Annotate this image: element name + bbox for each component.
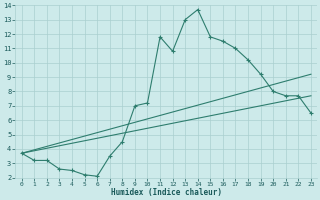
- X-axis label: Humidex (Indice chaleur): Humidex (Indice chaleur): [111, 188, 222, 197]
